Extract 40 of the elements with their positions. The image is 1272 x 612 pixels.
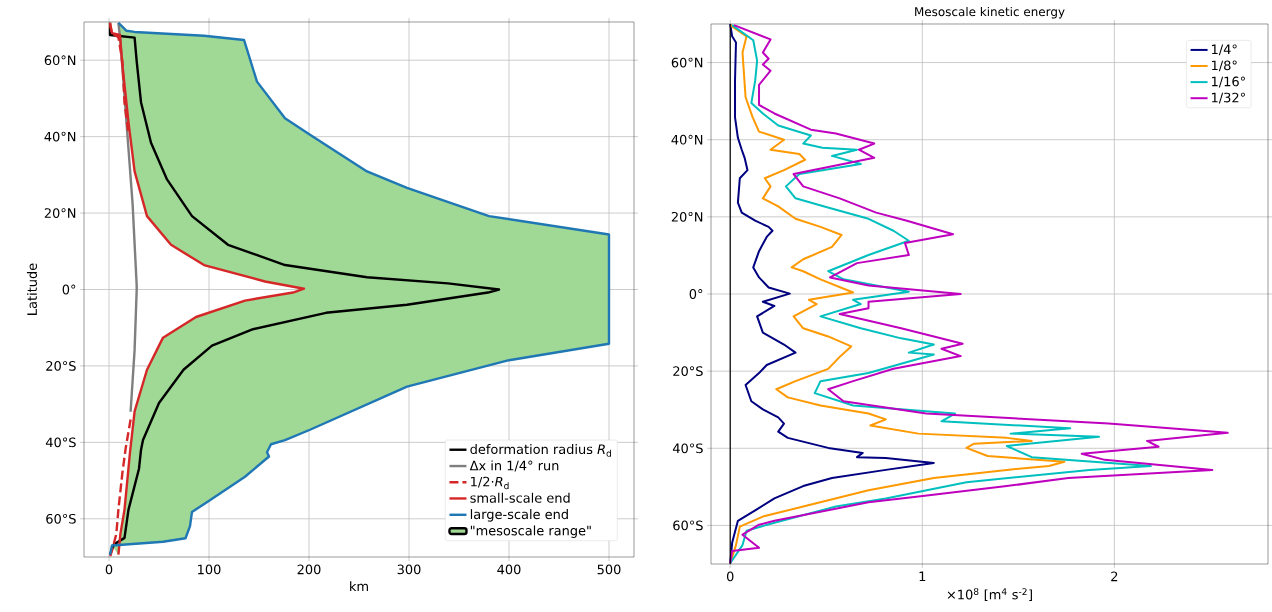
y-tick-label: 0° xyxy=(689,289,703,299)
x-tick-label: 100 xyxy=(198,564,221,575)
line-series xyxy=(729,23,935,564)
y-tick-label: 60°S xyxy=(673,520,703,531)
line-series xyxy=(117,21,138,413)
legend-label: 1/16° xyxy=(1211,76,1245,88)
y-tick-label: 0° xyxy=(62,284,76,295)
y-tick-label: 40°N xyxy=(44,131,76,142)
legend-label: 1/32° xyxy=(1211,92,1245,104)
y-tick-label: 60°S xyxy=(46,513,76,524)
x-tick-label: 500 xyxy=(597,564,621,575)
legend-label: Δx in 1/4° run xyxy=(469,460,559,472)
y-tick-label: 20°N xyxy=(671,211,703,222)
x-tick-label: 200 xyxy=(297,564,321,575)
y-tick-label: 20°N xyxy=(44,208,76,218)
legend-label: 1/4° xyxy=(1211,44,1237,56)
x-axis-title: ×10$^{8}$ [m$^{4}$ s$^{-2}$] xyxy=(947,588,1032,601)
legend-label: large-scale end xyxy=(470,509,568,522)
line-series xyxy=(729,24,1152,564)
x-axis-title: km xyxy=(350,581,368,591)
y-tick-label: 60°N xyxy=(44,55,76,66)
legend-label: 1/8° xyxy=(1211,60,1237,72)
x-tick-label: 0 xyxy=(726,571,734,582)
x-tick-label: 2 xyxy=(1111,571,1118,582)
legend-label: "mesoscale range" xyxy=(470,525,591,538)
y-tick-label: 40°S xyxy=(672,443,703,454)
y-tick-label: 20°S xyxy=(46,361,76,371)
chart-title: Mesoscale kinetic energy xyxy=(915,6,1065,19)
legend-label: small-scale end xyxy=(470,492,570,503)
y-tick-label: 40°S xyxy=(45,437,76,448)
x-tick-label: 400 xyxy=(497,564,521,575)
x-tick-label: 300 xyxy=(397,564,421,575)
y-tick-label: 20°S xyxy=(673,366,703,377)
y-tick-label: 60°N xyxy=(671,57,703,68)
y-tick-label: 40°N xyxy=(671,134,703,145)
legend-label: deformation radius R$_{d}$ xyxy=(470,444,611,457)
x-tick-label: 1 xyxy=(919,571,926,581)
y-axis-title: Latitude xyxy=(26,263,37,315)
x-tick-label: 0 xyxy=(105,564,113,575)
legend-label: 1/2·R$_{d}$ xyxy=(471,476,509,490)
